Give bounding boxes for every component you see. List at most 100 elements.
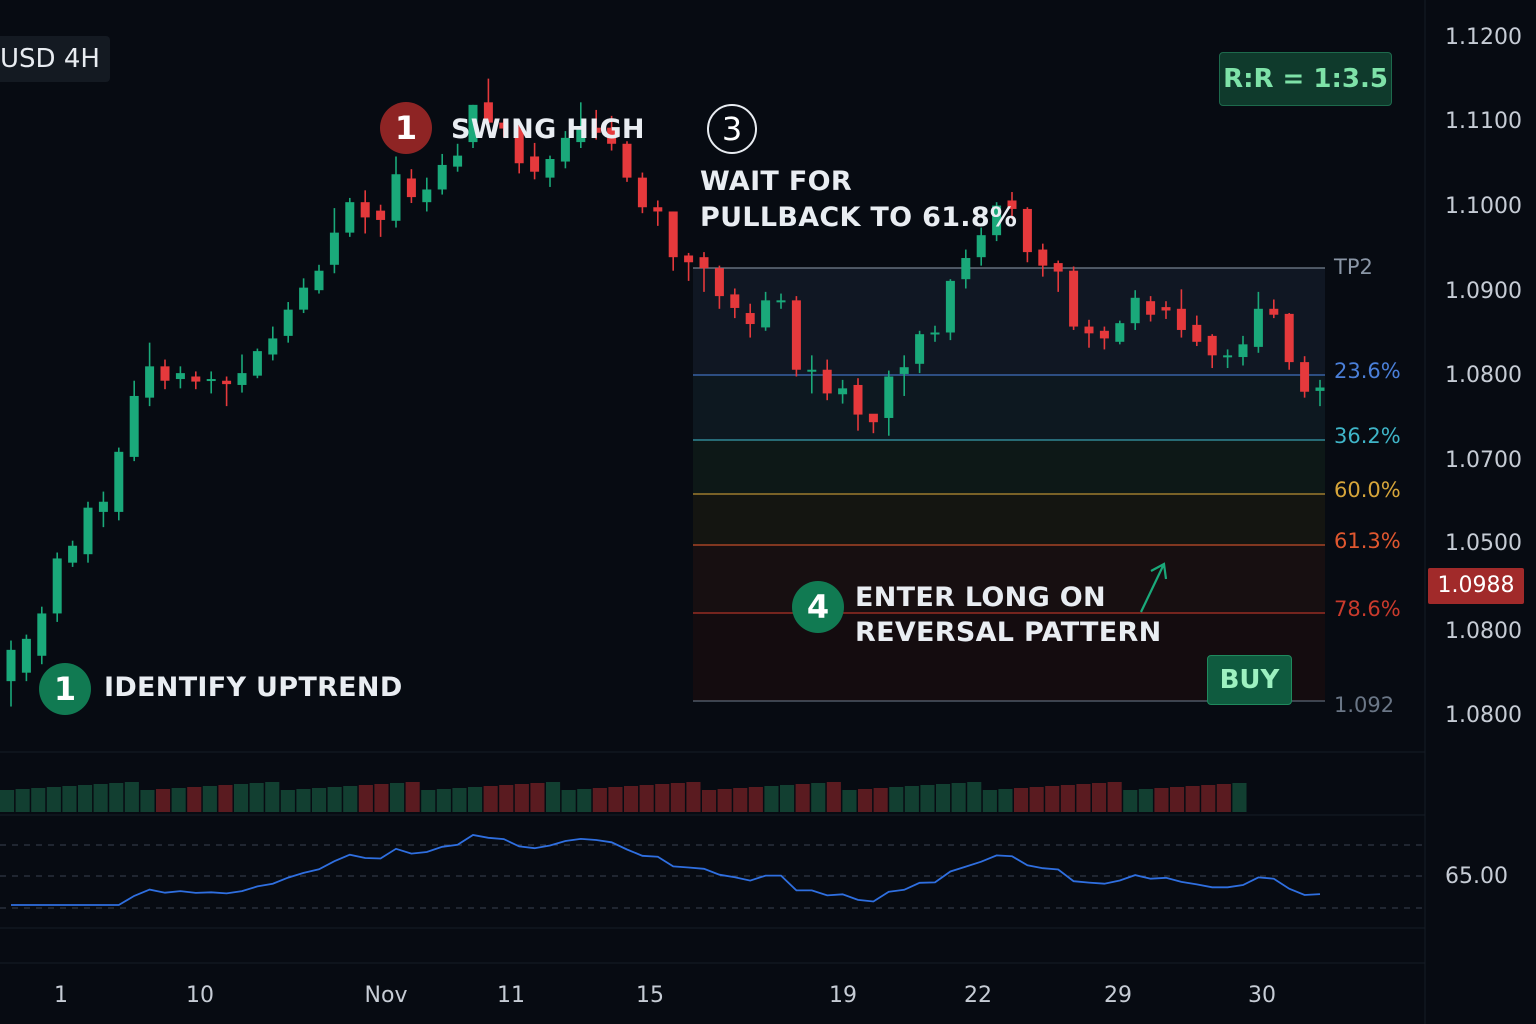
volume-bar <box>46 787 61 812</box>
candle-body <box>422 189 432 203</box>
fib-level-label: 23.6% <box>1334 359 1401 383</box>
pullback-step-badge: 3 <box>707 104 757 154</box>
price-axis-label: 1.1000 <box>1445 194 1522 219</box>
volume-bar <box>717 789 732 812</box>
candle-body <box>1161 307 1171 311</box>
entry-arrow-icon <box>1140 562 1168 613</box>
candle-body <box>976 235 986 258</box>
candle-body <box>1022 208 1032 253</box>
candle-body <box>853 384 863 415</box>
candle-body <box>761 300 771 328</box>
volume-bar <box>889 787 904 812</box>
candle-body <box>899 367 909 374</box>
candle-body <box>437 164 447 190</box>
volume-bar <box>421 790 436 812</box>
candle-body <box>653 207 663 212</box>
price-axis-label: 1.1100 <box>1445 109 1522 134</box>
candle-body <box>453 155 463 167</box>
rsi-line <box>11 834 1321 906</box>
volume-bar <box>1170 787 1185 812</box>
time-axis-label: 22 <box>964 983 992 1008</box>
volume-bar <box>1232 783 1247 812</box>
volume-bar <box>1092 783 1107 812</box>
candle-body <box>576 127 586 143</box>
volume-bar <box>546 782 561 812</box>
volume-bar <box>124 782 139 812</box>
candle-body <box>206 379 216 382</box>
volume-bar <box>171 788 186 812</box>
fib-level-label: 61.3% <box>1334 529 1401 553</box>
volume-bar <box>764 786 779 812</box>
volume-bar <box>327 787 342 812</box>
candle-body <box>268 338 278 355</box>
volume-bar <box>390 783 405 812</box>
volume-bar <box>78 785 93 812</box>
candle-body <box>252 351 262 376</box>
volume-bar <box>312 788 327 812</box>
volume-bar <box>936 784 951 812</box>
candle-body <box>1007 200 1017 209</box>
volume-bar <box>655 784 670 812</box>
volume-bar <box>608 787 623 812</box>
risk-reward-badge: R:R = 1:3.5 <box>1219 52 1392 106</box>
candle-body <box>1315 387 1325 391</box>
candle-body <box>714 268 724 297</box>
candle-body <box>699 257 709 269</box>
time-axis-label: 15 <box>636 983 664 1008</box>
candle-body <box>406 178 416 198</box>
fib-zone <box>693 440 1325 494</box>
fib-zone <box>693 375 1325 440</box>
symbol-timeframe[interactable]: USD 4H <box>0 36 110 82</box>
candle-body <box>591 127 601 133</box>
buy-marker[interactable]: BUY <box>1207 655 1292 705</box>
volume-bar <box>405 782 420 812</box>
fib-level-label: TP2 <box>1333 255 1373 279</box>
volume-bars <box>0 782 1247 812</box>
volume-bar <box>15 789 30 812</box>
candle-body <box>1238 344 1248 358</box>
candle-body <box>961 258 971 280</box>
volume-bar <box>780 785 795 812</box>
volume-bar <box>858 789 873 812</box>
candle-body <box>607 127 617 144</box>
candle-body <box>791 300 801 370</box>
volume-bar <box>202 786 217 812</box>
volume-bar <box>702 790 717 812</box>
volume-bar <box>1138 789 1153 812</box>
volume-bar <box>639 785 654 812</box>
fib-zone <box>693 268 1325 375</box>
volume-bar <box>31 788 46 812</box>
volume-bar <box>748 787 763 812</box>
fib-level-label: 1.092 <box>1334 693 1394 717</box>
volume-bar <box>514 784 529 812</box>
price-axis-label: 1.1200 <box>1445 25 1522 50</box>
candle-body <box>314 270 324 291</box>
volume-bar <box>0 790 15 812</box>
volume-bar <box>577 789 592 812</box>
volume-bar <box>1045 786 1060 812</box>
candle-body <box>668 211 678 258</box>
enter-label-line2: REVERSAL PATTERN <box>855 617 1162 648</box>
pullback-label-line2: PULLBACK TO 61.8% <box>700 202 1018 233</box>
volume-bar <box>1014 788 1029 812</box>
candle-body <box>884 376 894 418</box>
fib-level-label: 78.6% <box>1334 597 1401 621</box>
current-price-tag: 1.0988 <box>1428 568 1524 604</box>
rsi-axis-label: 65.00 <box>1445 864 1508 889</box>
candle-body <box>992 205 1002 236</box>
volume-bar <box>187 787 202 812</box>
candle-body <box>1053 263 1063 272</box>
candle-body <box>222 380 232 385</box>
volume-bar <box>358 785 373 812</box>
candle-body <box>560 137 570 162</box>
volume-bar <box>109 783 124 812</box>
volume-bar <box>1201 785 1216 812</box>
candle-body <box>1192 324 1202 342</box>
candle-body <box>1207 335 1217 356</box>
candle-body <box>345 202 355 233</box>
uptrend-step-badge: 1 <box>39 663 91 715</box>
candle-body <box>129 395 139 457</box>
volume-bar <box>436 789 451 812</box>
candle-body <box>915 334 925 364</box>
